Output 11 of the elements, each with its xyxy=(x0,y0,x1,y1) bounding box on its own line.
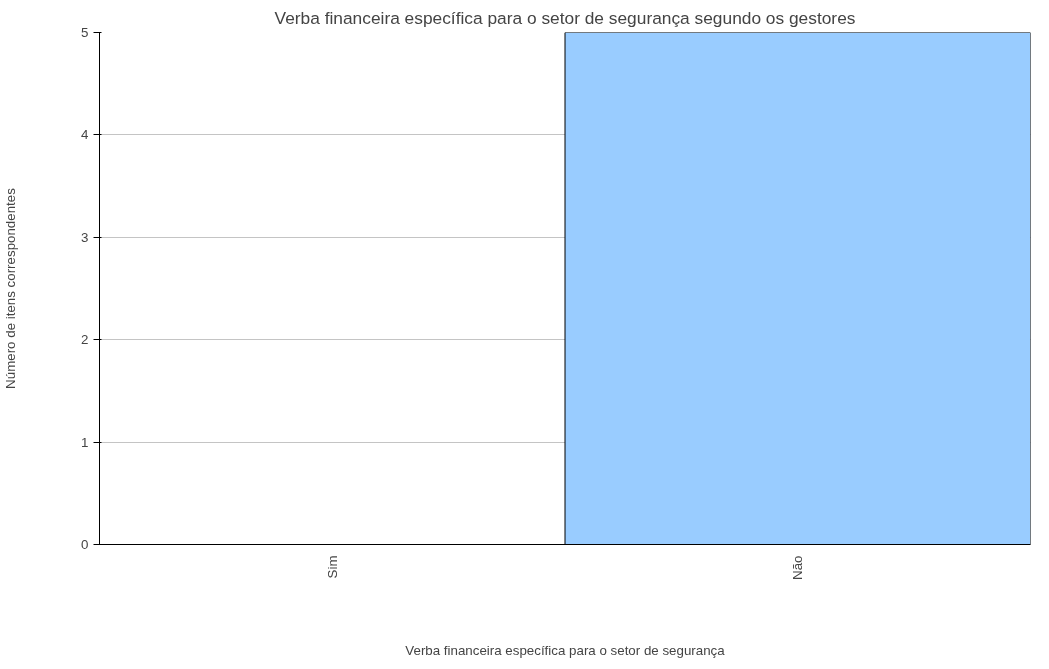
x-axis-title: Verba financeira específica para o setor de segurança xyxy=(405,642,726,658)
y-tick-label: 5 xyxy=(81,25,89,40)
y-tick-label: 0 xyxy=(81,537,89,552)
y-tick-label: 2 xyxy=(81,332,89,348)
y-axis-title: Número de itens correspondentes xyxy=(3,187,19,389)
y-tick-label: 3 xyxy=(81,229,89,245)
x-tick-label: Não xyxy=(790,555,806,580)
y-tick-label: 4 xyxy=(81,127,90,143)
y-tick-label: 1 xyxy=(81,434,89,450)
x-tick-label: Sim xyxy=(324,555,340,579)
chart-title: Verba financeira específica para o setor de segurança segundo os gestores xyxy=(274,7,856,28)
